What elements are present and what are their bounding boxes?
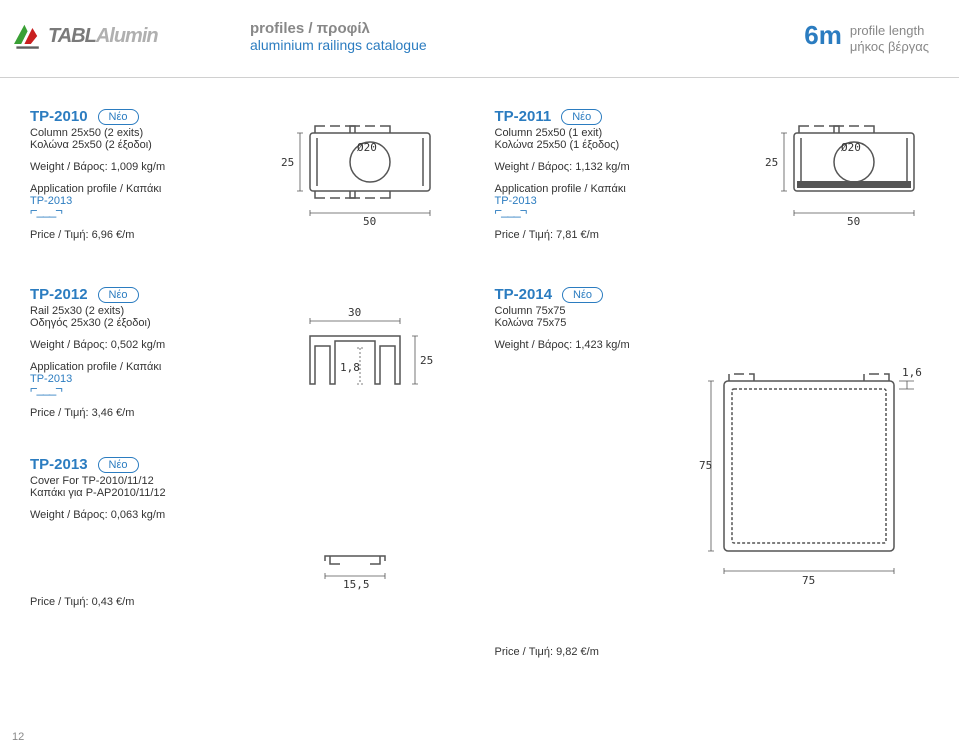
price-unit: €/m (116, 407, 134, 419)
weight-label: Weight / Βάρος: (495, 161, 573, 173)
header-subtitle: aluminium railings catalogue (250, 37, 804, 53)
price-value: 9,82 (556, 646, 577, 658)
product-tp2010: TP-2010 Νέο Column 25x50 (2 exits) Κολών… (30, 108, 465, 278)
profile-length-en: profile length (850, 23, 929, 39)
logo-icon (10, 20, 42, 52)
price-line: Price / Τιμή: 7,81 €/m (495, 229, 930, 241)
product-tp2013: TP-2013 Νέο Cover For TP-2010/11/12 Καπά… (30, 456, 465, 646)
weight-unit: kg/m (606, 339, 630, 351)
product-code: TP-2011 (495, 108, 552, 125)
weight-value: 1,009 (111, 161, 139, 173)
app-profile-label: Application profile / Καπάκι (30, 361, 465, 373)
price-unit: €/m (581, 229, 599, 241)
price-label: Price / Τιμή: (495, 229, 554, 241)
new-badge: Νέο (98, 109, 139, 125)
price-label: Price / Τιμή: (30, 229, 89, 241)
new-badge: Νέο (562, 287, 603, 303)
price-unit: €/m (116, 596, 134, 608)
product-desc-en: Column 25x50 (2 exits) (30, 127, 465, 139)
price-line: Price / Τιμή: 0,43 €/m (30, 596, 465, 608)
price-label: Price / Τιμή: (30, 596, 89, 608)
app-profile-code: TP-2013 (30, 373, 465, 385)
product-desc-en: Column 75x75 (495, 305, 930, 317)
logo: TABLAlumin (10, 20, 240, 52)
logo-text: TABLAlumin (48, 25, 158, 48)
app-profile-code: TP-2013 (30, 195, 465, 207)
app-profile-code: TP-2013 (495, 195, 930, 207)
product-code: TP-2010 (30, 108, 88, 125)
header-center: profiles / προφίλ aluminium railings cat… (240, 20, 804, 53)
bracket-icon: ⌐___¬ (30, 207, 465, 215)
new-badge: Νέο (98, 457, 139, 473)
left-col-lower: TP-2012 Νέο Rail 25x30 (2 exits) Οδηγός … (30, 286, 465, 666)
price-line: Price / Τιμή: 3,46 €/m (30, 407, 465, 419)
product-desc-gr: Οδηγός 25x30 (2 έξοδοι) (30, 317, 465, 329)
logo-text-alumin: Alumin (96, 25, 158, 47)
weight-line: Weight / Βάρος: 1,423 kg/m (495, 339, 930, 351)
page-number: 12 (12, 731, 24, 743)
weight-unit: kg/m (141, 509, 165, 521)
price-line: Price / Τιμή: 9,82 €/m (495, 646, 599, 658)
product-desc-gr: Κολώνα 25x50 (2 έξοδοι) (30, 139, 465, 151)
price-value: 0,43 (92, 596, 113, 608)
new-badge: Νέο (561, 109, 602, 125)
weight-value: 1,132 (575, 161, 603, 173)
product-tp2012: TP-2012 Νέο Rail 25x30 (2 exits) Οδηγός … (30, 286, 465, 456)
weight-line: Weight / Βάρος: 1,009 kg/m (30, 161, 465, 173)
weight-line: Weight / Βάρος: 0,502 kg/m (30, 339, 465, 351)
bracket-icon: ⌐___¬ (495, 207, 930, 215)
dim-thickness: 1,6 (902, 366, 922, 379)
price-unit: €/m (116, 229, 134, 241)
weight-label: Weight / Βάρος: (30, 339, 108, 351)
weight-unit: kg/m (141, 161, 165, 173)
product-tp2014: TP-2014 Νέο Column 75x75 Κολώνα 75x75 We… (495, 286, 930, 666)
profile-diagram: 75 75 1,6 (699, 356, 929, 606)
product-desc-en: Cover For TP-2010/11/12 (30, 475, 465, 487)
dim-width: 50 (363, 215, 376, 228)
page-header: TABLAlumin profiles / προφίλ aluminium r… (0, 0, 959, 78)
weight-value: 0,063 (111, 509, 139, 521)
weight-unit: kg/m (141, 339, 165, 351)
new-badge: Νέο (98, 287, 139, 303)
price-value: 6,96 (92, 229, 113, 241)
dim-width: 75 (802, 574, 815, 587)
product-code: TP-2014 (495, 286, 553, 303)
weight-label: Weight / Βάρος: (30, 509, 108, 521)
product-desc-en: Column 25x50 (1 exit) (495, 127, 930, 139)
price-line: Price / Τιμή: 6,96 €/m (30, 229, 465, 241)
price-value: 3,46 (92, 407, 113, 419)
dim-height: 75 (699, 459, 712, 472)
header-right: 6m profile length μήκος βέργας (804, 20, 929, 54)
product-desc-gr: Κολώνα 75x75 (495, 317, 930, 329)
profile-diagram: 15,5 (305, 546, 405, 596)
app-profile-label: Application profile / Καπάκι (30, 183, 465, 195)
weight-value: 1,423 (575, 339, 603, 351)
weight-value: 0,502 (111, 339, 139, 351)
profile-length-gr: μήκος βέργας (850, 39, 929, 55)
dim-width: 15,5 (343, 578, 370, 591)
product-code: TP-2013 (30, 456, 88, 473)
dim-width: 50 (847, 215, 860, 228)
product-desc-en: Rail 25x30 (2 exits) (30, 305, 465, 317)
price-value: 7,81 (556, 229, 577, 241)
profile-length-label: profile length μήκος βέργας (850, 23, 929, 54)
logo-text-tabl: TABL (48, 25, 96, 47)
header-title: profiles / προφίλ (250, 20, 804, 37)
price-unit: €/m (581, 646, 599, 658)
product-desc-gr: Κολώνα 25x50 (1 έξοδος) (495, 139, 930, 151)
bracket-icon: ⌐___¬ (30, 385, 465, 393)
weight-line: Weight / Βάρος: 0,063 kg/m (30, 509, 465, 521)
weight-label: Weight / Βάρος: (30, 161, 108, 173)
price-label: Price / Τιμή: (495, 646, 554, 658)
weight-line: Weight / Βάρος: 1,132 kg/m (495, 161, 930, 173)
product-tp2011: TP-2011 Νέο Column 25x50 (1 exit) Κολώνα… (495, 108, 930, 278)
weight-unit: kg/m (606, 161, 630, 173)
weight-label: Weight / Βάρος: (495, 339, 573, 351)
price-label: Price / Τιμή: (30, 407, 89, 419)
app-profile-label: Application profile / Καπάκι (495, 183, 930, 195)
profile-length-value: 6m (804, 20, 842, 51)
product-desc-gr: Καπάκι για P-AP2010/11/12 (30, 487, 465, 499)
content-grid: TP-2010 Νέο Column 25x50 (2 exits) Κολών… (0, 78, 959, 666)
product-code: TP-2012 (30, 286, 88, 303)
